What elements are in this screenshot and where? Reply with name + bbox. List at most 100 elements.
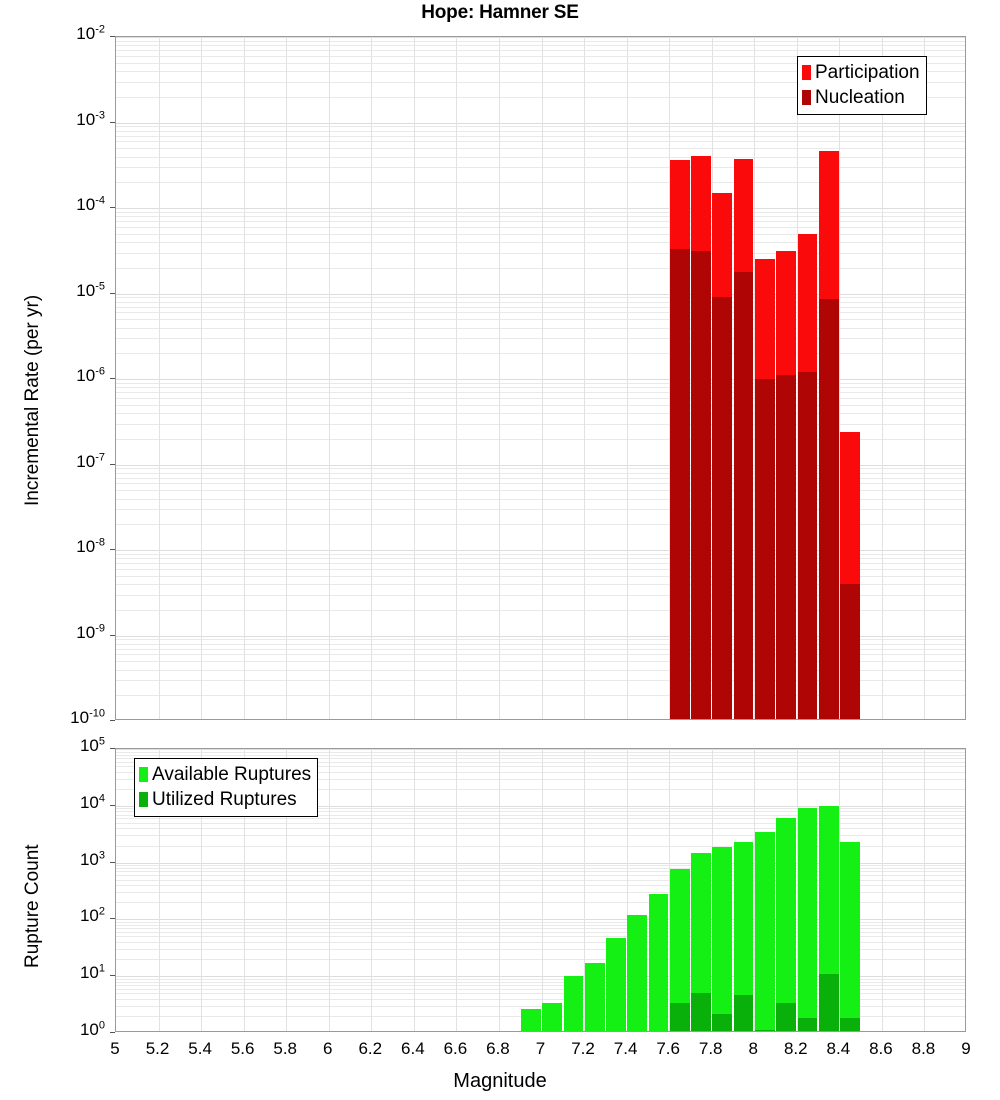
rate-bar xyxy=(712,192,733,719)
horizontal-gridline xyxy=(116,835,965,836)
vertical-gridline xyxy=(201,37,202,719)
horizontal-gridline xyxy=(116,982,965,983)
x-axis-title: Magnitude xyxy=(453,1070,547,1092)
count-bar xyxy=(563,976,584,1031)
rate-bar xyxy=(776,251,797,719)
vertical-gridline xyxy=(159,37,160,719)
rate-bar xyxy=(733,159,754,719)
horizontal-gridline xyxy=(116,654,965,655)
horizontal-gridline xyxy=(116,509,965,510)
x-tick-label: 7.8 xyxy=(698,1039,723,1058)
x-tick-label: 6.6 xyxy=(443,1039,468,1058)
count-bar xyxy=(691,852,711,1031)
horizontal-gridline xyxy=(116,234,965,235)
y-tick-mark xyxy=(110,635,115,636)
count-bar-sub-segment xyxy=(691,993,711,1031)
horizontal-gridline xyxy=(116,131,965,132)
rate-bar xyxy=(840,431,860,719)
vertical-gridline xyxy=(414,749,415,1031)
horizontal-gridline xyxy=(116,755,965,756)
count-bar xyxy=(584,963,605,1031)
horizontal-gridline xyxy=(116,749,965,750)
horizontal-gridline xyxy=(116,993,965,994)
legend-item[interactable]: Utilized Ruptures xyxy=(139,787,311,812)
horizontal-gridline xyxy=(116,875,965,876)
horizontal-gridline xyxy=(116,550,965,551)
top-plot-area xyxy=(115,36,966,720)
legend-item[interactable]: Participation xyxy=(802,60,920,85)
vertical-gridline xyxy=(839,37,840,719)
horizontal-gridline xyxy=(116,885,965,886)
horizontal-gridline xyxy=(116,766,965,767)
horizontal-gridline xyxy=(116,312,965,313)
horizontal-gridline xyxy=(116,680,965,681)
y-tick-label: 105 xyxy=(79,735,105,755)
legend-item[interactable]: Available Ruptures xyxy=(139,762,311,787)
vertical-gridline xyxy=(329,749,330,1031)
horizontal-gridline xyxy=(116,413,965,414)
horizontal-gridline xyxy=(116,846,965,847)
horizontal-gridline xyxy=(116,892,965,893)
horizontal-gridline xyxy=(116,182,965,183)
vertical-gridline xyxy=(669,749,670,1031)
horizontal-gridline xyxy=(116,253,965,254)
x-tick-label: 7 xyxy=(535,1039,546,1058)
horizontal-gridline xyxy=(116,922,965,923)
horizontal-gridline xyxy=(116,123,965,124)
rate-bar xyxy=(818,150,839,719)
horizontal-gridline xyxy=(116,576,965,577)
count-bar xyxy=(648,894,669,1031)
horizontal-gridline xyxy=(116,868,965,869)
horizontal-gridline xyxy=(116,902,965,903)
x-tick-label: 5.6 xyxy=(230,1039,255,1058)
horizontal-gridline xyxy=(116,157,965,158)
x-tick-label: 5.2 xyxy=(145,1039,170,1058)
horizontal-gridline xyxy=(116,772,965,773)
horizontal-gridline xyxy=(116,216,965,217)
rate-bar-sub-segment xyxy=(691,251,711,719)
rate-bar-sub-segment xyxy=(797,372,818,719)
legend-item-label: Participation xyxy=(815,62,920,83)
count-bar xyxy=(712,846,733,1031)
horizontal-gridline xyxy=(116,478,965,479)
horizontal-gridline xyxy=(116,584,965,585)
x-tick-label: 6.2 xyxy=(358,1039,383,1058)
horizontal-gridline xyxy=(116,942,965,943)
vertical-gridline xyxy=(371,749,372,1031)
y-tick-mark xyxy=(110,918,115,919)
horizontal-gridline xyxy=(116,865,965,866)
y-tick-label: 100 xyxy=(79,1019,105,1039)
rate-bar-sub-segment xyxy=(776,375,797,719)
y-tick-label: 10-8 xyxy=(76,536,105,556)
vertical-gridline xyxy=(499,37,500,719)
horizontal-gridline xyxy=(116,925,965,926)
horizontal-gridline xyxy=(116,661,965,662)
x-tick-label: 7.6 xyxy=(656,1039,680,1058)
x-tick-label: 5 xyxy=(110,1039,120,1058)
vertical-gridline xyxy=(456,37,457,719)
vertical-gridline xyxy=(797,749,798,1031)
horizontal-gridline xyxy=(116,319,965,320)
horizontal-gridline xyxy=(116,563,965,564)
legend-item[interactable]: Nucleation xyxy=(802,85,920,110)
vertical-gridline xyxy=(797,37,798,719)
y-tick-mark xyxy=(110,122,115,123)
horizontal-gridline xyxy=(116,811,965,812)
horizontal-gridline xyxy=(116,41,965,42)
horizontal-gridline xyxy=(116,610,965,611)
x-tick-label: 5.4 xyxy=(188,1039,212,1058)
count-bar-sub-segment xyxy=(755,1029,775,1031)
horizontal-gridline xyxy=(116,37,965,38)
vertical-gridline xyxy=(286,749,287,1031)
count-bar xyxy=(755,831,775,1031)
vertical-gridline xyxy=(754,749,755,1031)
horizontal-gridline xyxy=(116,808,965,809)
horizontal-gridline xyxy=(116,871,965,872)
horizontal-gridline xyxy=(116,1006,965,1007)
count-bar xyxy=(733,842,754,1031)
rate-bar xyxy=(669,160,690,719)
x-tick-label: 8.2 xyxy=(783,1039,808,1058)
horizontal-gridline xyxy=(116,473,965,474)
horizontal-gridline xyxy=(116,387,965,388)
